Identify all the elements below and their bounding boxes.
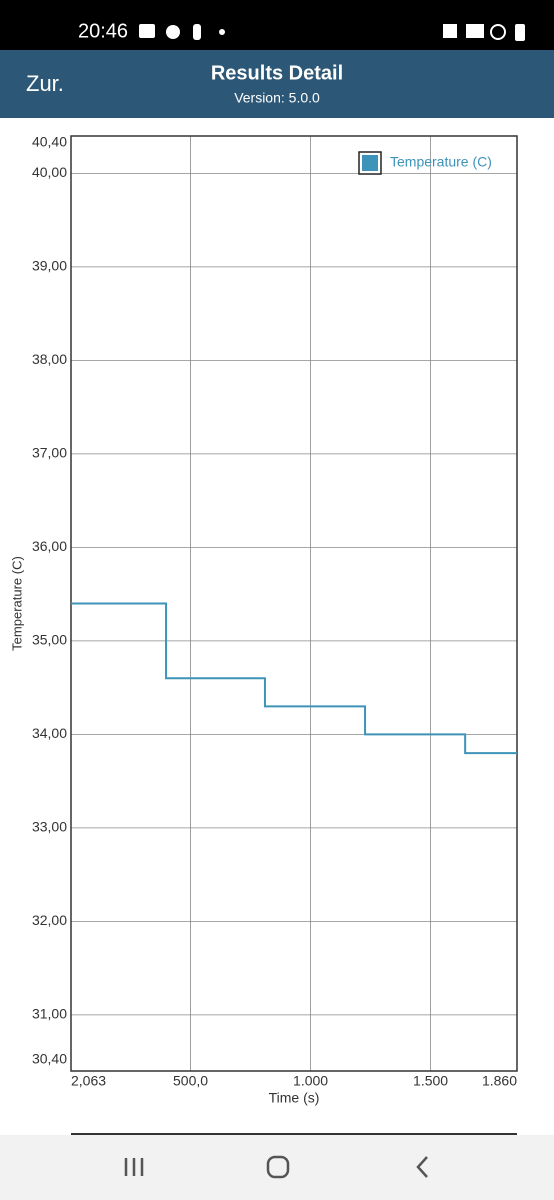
y-tick-label: 40,00 — [32, 164, 67, 180]
nav-bar — [0, 1135, 554, 1200]
x-tick-label: 1.860 — [482, 1073, 517, 1089]
clock: 20:46 — [78, 20, 128, 42]
status-icons — [139, 24, 525, 41]
y-tick-label: 38,00 — [32, 351, 67, 367]
title: Results Detail — [211, 62, 343, 84]
y-tick-label: 39,00 — [32, 258, 67, 274]
y-tick-label: 32,00 — [32, 912, 67, 928]
y-tick-label: 36,00 — [32, 538, 67, 554]
chart: 40,40 40,00 39,00 38,00 37,00 36,00 35,00 34,00… — [9, 134, 518, 1106]
app-bar — [0, 50, 554, 118]
status-bar — [0, 0, 554, 50]
x-tick-label: 500,0 — [173, 1073, 208, 1089]
x-tick-label: 2,063 — [71, 1073, 106, 1089]
data-line — [71, 602, 517, 755]
y-tick-label: 37,00 — [32, 445, 67, 461]
back-button[interactable]: Zur. — [26, 71, 64, 96]
legend-label: Temperature (C) — [390, 154, 492, 170]
y-tick-label: 40,40 — [32, 134, 67, 150]
subtitle: Version: 5.0.0 — [234, 90, 320, 106]
x-tick-label: 1.500 — [413, 1073, 448, 1089]
x-tick-label: 1.000 — [293, 1073, 328, 1089]
x-axis-label: Time (s) — [269, 1090, 320, 1106]
y-tick-label: 35,00 — [32, 632, 67, 648]
legend-swatch-fill — [362, 155, 378, 171]
y-axis-label: Temperature (C) — [9, 556, 24, 651]
next-chart-edge — [71, 1133, 517, 1135]
nav-icons[interactable] — [124, 1155, 428, 1179]
y-tick-label: 34,00 — [32, 725, 67, 741]
y-tick-label: 31,00 — [32, 1006, 67, 1022]
y-tick-label: 30,40 — [32, 1051, 67, 1067]
y-tick-label: 33,00 — [32, 819, 67, 835]
